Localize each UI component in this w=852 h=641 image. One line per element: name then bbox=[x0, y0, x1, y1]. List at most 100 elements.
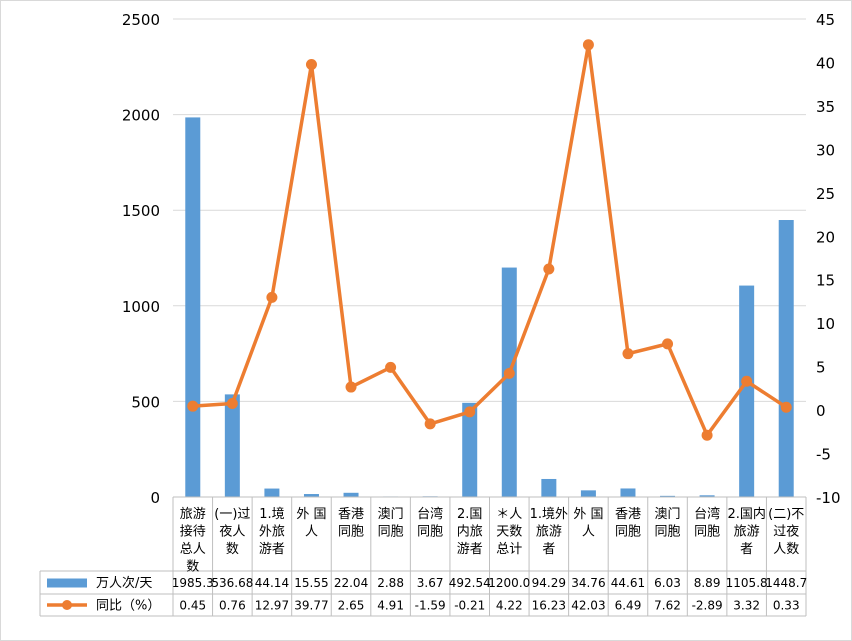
category-label-line: 人 bbox=[582, 525, 595, 540]
category-label: 外 国人 bbox=[296, 507, 326, 540]
table-cell-line-value: 42.03 bbox=[571, 599, 605, 613]
category-label-line: 游者 bbox=[259, 542, 285, 557]
bar bbox=[501, 267, 517, 497]
category-label-line: 旅游 bbox=[734, 525, 760, 540]
bar bbox=[778, 220, 794, 498]
line-point bbox=[622, 348, 634, 360]
right-axis-tick-label: 30 bbox=[816, 141, 835, 159]
line-point bbox=[503, 367, 515, 379]
category-label-line: 数 bbox=[226, 542, 239, 557]
right-axis-tick-label: 25 bbox=[816, 185, 835, 203]
table-cell-line-value: 7.62 bbox=[654, 599, 681, 613]
left-axis-tick-label: 1500 bbox=[122, 202, 160, 220]
table-cell-bar-value: 94.29 bbox=[532, 576, 566, 590]
category-label: 1.境外旅游者 bbox=[530, 507, 568, 557]
category-label-line: 旅游 bbox=[536, 525, 562, 540]
category-label: (二)不过夜人数 bbox=[768, 507, 804, 557]
legend-line-label: 同比（%） bbox=[96, 599, 160, 614]
category-label-line: 同胞 bbox=[655, 525, 681, 540]
left-axis-tick-label: 2000 bbox=[122, 107, 160, 125]
right-axis-tick-label: 20 bbox=[816, 228, 835, 246]
table-cell-line-value: 16.23 bbox=[532, 599, 566, 613]
category-label: ＊人天数总计 bbox=[496, 507, 522, 557]
bar bbox=[580, 490, 596, 497]
table-cell-line-value: -2.89 bbox=[692, 599, 723, 613]
bar bbox=[620, 488, 636, 497]
category-label-line: 澳门 bbox=[378, 506, 404, 522]
bar bbox=[739, 285, 755, 497]
table-cell-line-value: 4.91 bbox=[377, 599, 404, 613]
category-label-line: 香港 bbox=[615, 507, 641, 522]
category-label-line: 同胞 bbox=[417, 525, 443, 540]
line-point bbox=[187, 400, 199, 412]
table-cell-bar-value: 6.03 bbox=[654, 576, 681, 590]
category-label-line: 游者 bbox=[457, 542, 483, 557]
category-label-line: 同胞 bbox=[338, 525, 364, 540]
table-cell-line-value: 0.76 bbox=[219, 599, 246, 613]
category-label-line: 外 国 bbox=[573, 507, 603, 522]
line-point bbox=[780, 401, 792, 413]
category-label-line: 接待 bbox=[180, 524, 206, 540]
right-axis-tick-label: -5 bbox=[816, 446, 831, 464]
category-label-line: 旅游 bbox=[180, 507, 206, 522]
legend-bar-key bbox=[47, 578, 87, 588]
bar bbox=[303, 494, 319, 497]
gridlines bbox=[173, 18, 806, 402]
bar bbox=[185, 117, 201, 497]
category-label-line: 总人 bbox=[180, 542, 206, 557]
table-cell-line-value: 0.45 bbox=[179, 599, 206, 613]
category-label-line: 外 国 bbox=[296, 507, 326, 522]
table-cell-bar-value: 1200.0 bbox=[488, 576, 530, 590]
table-cell-bar-value: 492.54 bbox=[449, 576, 491, 590]
right-axis-tick-label: -10 bbox=[816, 489, 841, 507]
table-cell-line-value: 6.49 bbox=[615, 599, 642, 613]
left-axis-tick-label: 0 bbox=[150, 489, 160, 507]
line-point bbox=[582, 39, 594, 51]
table-cell-bar-value: 34.76 bbox=[571, 576, 605, 590]
bar-series bbox=[185, 117, 794, 498]
table-cell-bar-value: 1448.7 bbox=[765, 576, 807, 590]
category-label: 1.境外旅游者 bbox=[259, 507, 285, 557]
table-cell-line-value: -0.21 bbox=[454, 599, 485, 613]
category-label-line: 者 bbox=[740, 542, 753, 557]
category-label-line: 1.境 bbox=[259, 507, 284, 522]
line-point bbox=[741, 375, 753, 387]
category-label-line: (二)不 bbox=[768, 507, 804, 522]
table-cell-line-value: 3.32 bbox=[733, 599, 760, 613]
line-point bbox=[701, 429, 713, 441]
table-cell-bar-value: 44.61 bbox=[611, 576, 645, 590]
table-cell-bar-value: 22.04 bbox=[334, 576, 368, 590]
category-label-line: (一)过 bbox=[214, 507, 250, 522]
category-label: 台湾同胞 bbox=[694, 506, 720, 540]
table-cell-bar-value: 44.14 bbox=[255, 576, 289, 590]
category-label: 2.国内旅游者 bbox=[727, 506, 765, 557]
bar bbox=[264, 488, 280, 497]
line-path bbox=[192, 43, 788, 437]
line-point bbox=[543, 263, 555, 275]
line-point bbox=[424, 418, 436, 430]
category-label: 旅游接待总人数 bbox=[180, 507, 206, 575]
right-axis-tick-label: 35 bbox=[816, 98, 835, 116]
category-label-line: 者 bbox=[542, 542, 555, 557]
category-label: (一)过夜人数 bbox=[214, 507, 250, 557]
line-point bbox=[345, 381, 357, 393]
table-cell-bar-value: 536.68 bbox=[211, 576, 253, 590]
category-label: 香港同胞 bbox=[615, 507, 641, 540]
bar bbox=[699, 495, 715, 497]
line-point bbox=[385, 361, 397, 373]
category-label-line: 澳门 bbox=[655, 506, 681, 522]
category-label-line: 夜人 bbox=[219, 525, 245, 540]
category-label-line: 2.国内 bbox=[727, 506, 765, 522]
category-label-line: 同胞 bbox=[615, 525, 641, 540]
right-axis-tick-label: 40 bbox=[816, 54, 835, 72]
category-label-line: 总计 bbox=[496, 542, 522, 557]
right-y-axis: -10 -5 0 5 10 15 20 25 30 35 40 45 bbox=[816, 11, 841, 507]
left-axis-tick-label: 500 bbox=[131, 393, 160, 411]
table-cell-bar-value: 8.89 bbox=[694, 576, 721, 590]
category-label-line: ＊人 bbox=[496, 507, 522, 522]
legend-line-marker bbox=[62, 600, 72, 610]
line-point bbox=[305, 58, 317, 70]
category-label: 澳门同胞 bbox=[378, 506, 404, 540]
